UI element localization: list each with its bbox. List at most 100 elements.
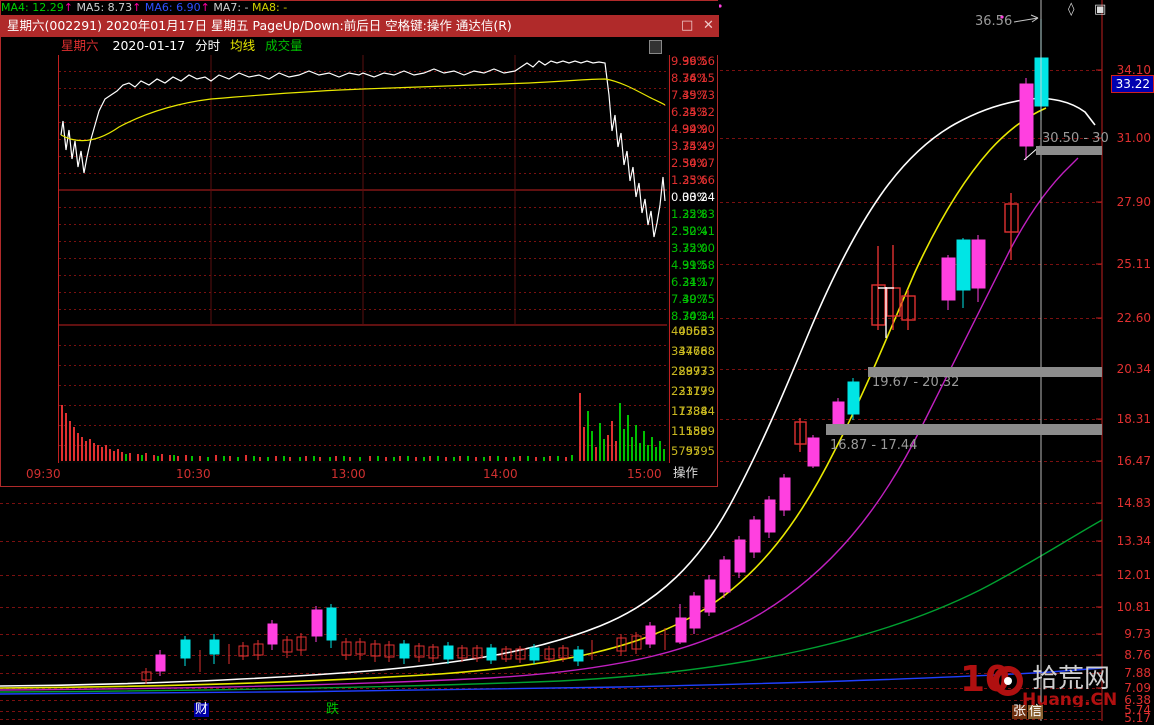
overlay-volume-label[interactable]: 成交量: [265, 38, 303, 53]
volume-tick: 34768: [671, 344, 708, 358]
close-icon[interactable]: ✕: [703, 18, 714, 33]
diamond-icon[interactable]: ◊: [1068, 2, 1075, 17]
bottom-mark-cai: 财: [194, 702, 210, 717]
volume-tick: 40563: [678, 324, 715, 338]
kline-price-tick: 22.60: [1116, 311, 1151, 325]
time-tick: 13:00: [331, 467, 366, 481]
ma-arrow-up-icon: ↑: [132, 1, 142, 14]
pct-tick: 6.24%: [671, 275, 708, 289]
current-price-tag: 33.22: [1110, 75, 1154, 93]
price-tick: 30.75: [682, 292, 715, 306]
window-title: 星期六(002291) 2020年01月17日 星期五 PageUp/Down:…: [7, 18, 512, 33]
kline-price-tick: 27.90: [1116, 195, 1151, 209]
kline-price-tick: 8.76: [1124, 648, 1151, 662]
volume-tick: 23179: [671, 384, 708, 398]
kline-price-tick: 16.47: [1116, 454, 1151, 468]
ma-arrow-up-icon: ↑: [63, 1, 73, 14]
volume-tick: 11589: [671, 424, 708, 438]
ma-indicator-strip: MA4: 12.29↑ MA5: 8.73↑ MA6: 6.90↑ MA7: -…: [1, 1, 719, 15]
kline-price-tick: 31.00: [1116, 131, 1151, 145]
volume-tick: 23179: [678, 384, 715, 398]
volume-tick: 5795: [671, 444, 701, 458]
price-tick: 31.17: [682, 275, 715, 289]
bottom-mark-zhang: 张: [1012, 704, 1028, 719]
time-tick: 14:00: [483, 467, 518, 481]
price-tick: 31.58: [682, 258, 715, 272]
bottom-mark-die: 跌: [326, 702, 340, 717]
volume-tick: 17384: [671, 404, 708, 418]
volume-tick: 28973: [671, 364, 708, 378]
pct-tick: 8.74%: [671, 71, 708, 85]
volume-tick: 11589: [678, 424, 715, 438]
zone-bar-top: [1036, 146, 1102, 155]
maximize-icon[interactable]: □: [681, 18, 694, 33]
ma-item-label: MA4: 12.29: [1, 1, 64, 14]
pct-tick: 9.99%: [671, 54, 708, 68]
kline-price-tick: 14.83: [1116, 496, 1151, 510]
pct-tick: 3.75%: [671, 139, 708, 153]
price-tick: 35.32: [682, 105, 715, 119]
kline-price-tick: 20.34: [1116, 362, 1151, 376]
svg-text:Huang.CN: Huang.CN: [1022, 690, 1117, 707]
pct-tick: 7.49%: [671, 292, 708, 306]
volume-tick: 40563: [671, 324, 708, 338]
pct-tick: 4.99%: [671, 258, 708, 272]
kline-price-tick: 10.81: [1116, 600, 1151, 614]
price-tick: 34.07: [682, 156, 715, 170]
kline-price-tick: 34.10: [1116, 63, 1151, 77]
kline-price-tick: 25.11: [1116, 257, 1151, 271]
pct-tick: 6.24%: [671, 105, 708, 119]
mode-label: 分时: [195, 38, 221, 53]
pct-tick: 4.99%: [671, 122, 708, 136]
price-tick: 34.90: [682, 122, 715, 136]
pct-tick: 3.75%: [671, 241, 708, 255]
annotation-gap-low: 16.87 - 17.44: [830, 438, 918, 453]
pct-tick: 1.25%: [671, 207, 708, 221]
kline-price-tick: 7.88: [1124, 666, 1151, 680]
price-tick: 32.41: [682, 224, 715, 238]
overlay-ma-label[interactable]: 均线: [230, 38, 256, 53]
ma-item-label: MA5: 8.73: [76, 1, 133, 14]
annotation-peak: 36.56: [975, 14, 1013, 29]
operate-button[interactable]: 操作: [673, 465, 699, 480]
time-tick: 15:00: [627, 467, 662, 481]
price-tick: 30.34: [682, 309, 715, 323]
kline-price-axis: 34.10 33.22 31.00 27.90 25.11 22.60 20.3…: [1102, 0, 1154, 725]
time-tick: 10:30: [176, 467, 211, 481]
panel-icon[interactable]: ▣: [1094, 2, 1107, 17]
pct-tick-zero: 0.00%: [671, 190, 708, 204]
intraday-window[interactable]: MA4: 12.29↑ MA5: 8.73↑ MA6: 6.90↑ MA7: -…: [0, 0, 719, 487]
price-tick: 36.15: [682, 71, 715, 85]
price-tick: 32.83: [682, 207, 715, 221]
annotation-gap-top: 30.50 - 30: [1042, 131, 1109, 146]
price-tick: 33.66: [682, 173, 715, 187]
ma-item-label: MA6: 6.90: [144, 1, 201, 14]
intraday-title-bar[interactable]: 星期六(002291) 2020年01月17日 星期五 PageUp/Down:…: [1, 15, 719, 37]
pct-tick: 1.25%: [671, 173, 708, 187]
svg-text:拾荒网: 拾荒网: [1032, 664, 1110, 694]
volume-tick: 28973: [678, 364, 715, 378]
pct-tick: 2.50%: [671, 224, 708, 238]
kline-price-tick: 13.34: [1116, 534, 1151, 548]
price-tick: 36.56: [682, 54, 715, 68]
kline-price-tick: 5.17: [1124, 711, 1151, 725]
volume-tick: 17384: [678, 404, 715, 418]
price-tick: 35.73: [682, 88, 715, 102]
zone-bar-mid: [868, 367, 1102, 377]
kline-price-tick: 18.31: [1116, 412, 1151, 426]
zone-bar-low: [826, 424, 1102, 435]
ma-item-label: MA8: -: [252, 1, 288, 14]
volume-tick: 34768: [678, 344, 715, 358]
price-tick: 32.00: [682, 241, 715, 255]
bottom-mark-xin: 信: [1028, 704, 1044, 719]
intraday-header: 星期六 2020-01-17 分时 均线 成交量: [1, 37, 719, 55]
ma-item-label: MA7: -: [213, 1, 249, 14]
ma-arrow-up-icon: ↑: [200, 1, 210, 14]
kline-price-tick: 9.73: [1124, 627, 1151, 641]
copy-icon[interactable]: [649, 40, 662, 54]
intraday-plot[interactable]: [58, 55, 670, 463]
date-label: 2020-01-17: [112, 38, 186, 53]
kline-price-tick: 7.09: [1124, 681, 1151, 695]
annotation-gap-mid: 19.67 - 20.32: [872, 375, 960, 390]
